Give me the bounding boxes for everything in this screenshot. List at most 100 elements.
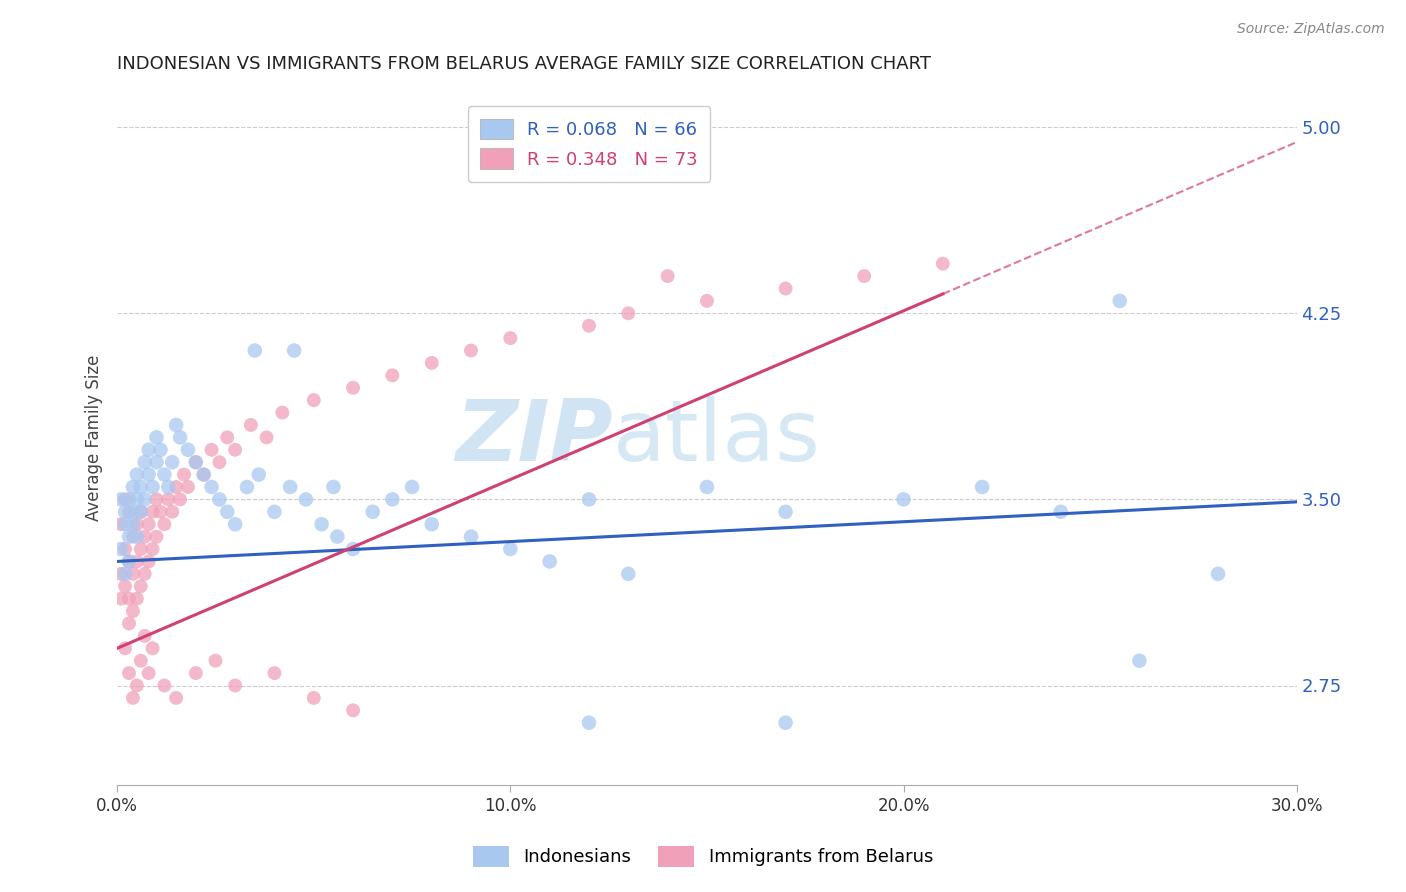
Point (342, 703, 364, 717)
Point (217, 430, 239, 444)
Point (169, 492, 191, 507)
Point (208, 492, 231, 507)
Point (302, 690, 325, 705)
Point (184, 666, 207, 681)
Point (263, 505, 285, 519)
Point (138, 666, 160, 681)
Point (142, 641, 165, 656)
Point (153, 517, 176, 532)
Point (114, 566, 136, 581)
Point (114, 579, 136, 593)
Point (302, 393, 325, 408)
Point (177, 480, 200, 494)
Point (118, 492, 141, 507)
Point (460, 343, 482, 358)
Point (165, 690, 187, 705)
Point (125, 591, 148, 606)
Text: atlas: atlas (613, 396, 821, 479)
Point (239, 417, 262, 432)
Point (153, 678, 176, 692)
Point (129, 480, 152, 494)
Point (129, 505, 152, 519)
Legend: Indonesians, Immigrants from Belarus: Indonesians, Immigrants from Belarus (465, 838, 941, 874)
Point (125, 678, 148, 692)
Legend: R = 0.068   N = 66, R = 0.348   N = 73: R = 0.068 N = 66, R = 0.348 N = 73 (468, 106, 710, 182)
Text: ZIP: ZIP (456, 396, 613, 479)
Point (110, 566, 132, 581)
Point (134, 629, 156, 643)
Point (1206, 566, 1229, 581)
Point (177, 442, 200, 457)
Point (193, 467, 215, 482)
Point (775, 505, 797, 519)
Point (138, 467, 160, 482)
Text: Source: ZipAtlas.com: Source: ZipAtlas.com (1237, 22, 1385, 37)
Point (118, 591, 141, 606)
Point (224, 517, 246, 532)
Point (342, 381, 364, 395)
Point (893, 492, 915, 507)
Point (204, 654, 226, 668)
Point (134, 530, 156, 544)
Y-axis label: Average Family Size: Average Family Size (86, 354, 103, 521)
Point (208, 455, 231, 469)
Point (129, 579, 152, 593)
Point (110, 517, 132, 532)
Point (122, 690, 145, 705)
Point (114, 517, 136, 532)
Point (184, 455, 207, 469)
Point (184, 455, 207, 469)
Point (617, 306, 640, 320)
Point (125, 467, 148, 482)
Point (114, 505, 136, 519)
Point (657, 269, 679, 284)
Point (256, 430, 278, 444)
Point (420, 356, 443, 370)
Point (361, 505, 384, 519)
Point (1049, 505, 1071, 519)
Point (193, 467, 215, 482)
Point (142, 505, 165, 519)
Point (145, 492, 167, 507)
Point (578, 492, 600, 507)
Point (173, 467, 195, 482)
Point (114, 541, 136, 556)
Point (157, 480, 180, 494)
Point (617, 566, 640, 581)
Point (271, 406, 294, 420)
Point (118, 554, 141, 568)
Point (381, 492, 404, 507)
Point (278, 480, 301, 494)
Point (696, 293, 718, 308)
Point (200, 480, 222, 494)
Point (129, 541, 152, 556)
Point (775, 281, 797, 295)
Point (578, 318, 600, 333)
Point (129, 654, 152, 668)
Point (311, 517, 333, 532)
Point (138, 554, 160, 568)
Point (460, 530, 482, 544)
Point (122, 530, 145, 544)
Point (243, 343, 266, 358)
Point (578, 715, 600, 730)
Point (134, 455, 156, 469)
Point (538, 554, 561, 568)
Point (160, 505, 183, 519)
Point (118, 505, 141, 519)
Point (153, 467, 176, 482)
Point (696, 480, 718, 494)
Point (145, 430, 167, 444)
Point (125, 530, 148, 544)
Point (122, 604, 145, 618)
Point (775, 715, 797, 730)
Point (149, 505, 172, 519)
Point (114, 641, 136, 656)
Point (295, 492, 318, 507)
Point (972, 480, 994, 494)
Point (122, 505, 145, 519)
Point (114, 492, 136, 507)
Point (145, 455, 167, 469)
Point (224, 442, 246, 457)
Point (134, 492, 156, 507)
